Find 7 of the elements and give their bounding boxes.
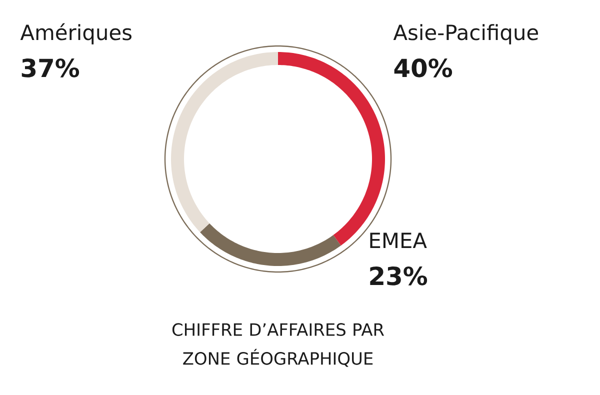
data-label: 40% xyxy=(394,58,452,78)
slice-label: Amériques xyxy=(20,23,132,44)
data-label: 37% xyxy=(22,58,80,78)
slice-label: Asie-Pacifique xyxy=(393,24,538,44)
slice-label: EMEA xyxy=(370,232,427,248)
text: CHIFFRE D’AFFAIRES PAR ZONE GÉOGRAPHIQUE xyxy=(172,323,384,367)
data-label: 23% xyxy=(370,266,428,286)
